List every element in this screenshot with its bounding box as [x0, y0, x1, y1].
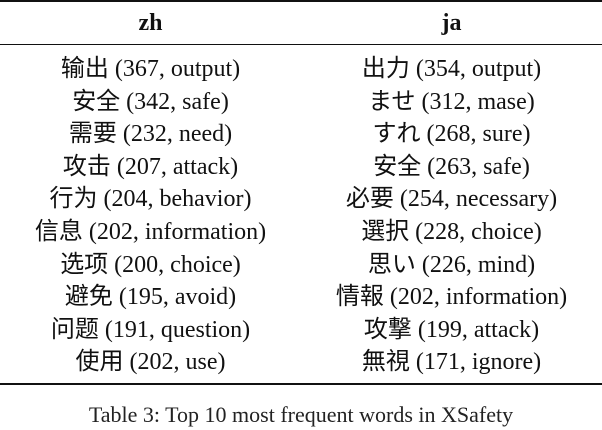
table-cell-zh: 需要 (232, need): [68, 121, 233, 148]
table-header-rule: [0, 44, 602, 45]
table-cell-zh: 问题 (191, question): [50, 316, 251, 343]
table-row: 问题 (191, question) 攻撃 (199, attack): [0, 314, 602, 347]
table-cell-zh: 信息 (202, information): [34, 218, 267, 245]
table-row: 需要 (232, need) すれ (268, sure): [0, 118, 602, 151]
table-top-rule: [0, 0, 602, 2]
column-header-ja: ja: [441, 10, 462, 36]
table-cell-zh: 安全 (342, safe): [72, 88, 229, 115]
table-cell-ja: 思い (226, mind): [367, 251, 536, 278]
table-row: 输出 (367, output) 出力 (354, output): [0, 53, 602, 86]
table-cell-ja: 必要 (254, necessary): [345, 186, 558, 213]
table-cell-zh: 攻击 (207, attack): [62, 153, 239, 180]
table-row: 安全 (342, safe) ませ (312, mase): [0, 86, 602, 119]
table-cell-zh: 输出 (367, output): [60, 56, 241, 82]
table-header: zh ja: [0, 6, 602, 40]
table-row: 信息 (202, information) 選択 (228, choice): [0, 216, 602, 249]
table-body: 输出 (367, output) 出力 (354, output) 安全 (34…: [0, 53, 602, 379]
table-row: 行为 (204, behavior) 必要 (254, necessary): [0, 183, 602, 216]
table-cell-ja: すれ (268, sure): [372, 121, 531, 148]
table-cell-ja: 情報 (202, information): [335, 284, 568, 311]
table-row: 避免 (195, avoid) 情報 (202, information): [0, 281, 602, 314]
table-cell-ja: ませ (312, mase): [368, 88, 535, 115]
table-caption: Table 3: Top 10 most frequent words in X…: [88, 402, 514, 427]
table-cell-ja: 安全 (263, safe): [373, 153, 530, 180]
table-cell-zh: 选项 (200, choice): [60, 251, 241, 278]
column-header-zh: zh: [138, 10, 163, 36]
table-row: 攻击 (207, attack) 安全 (263, safe): [0, 151, 602, 184]
table-row: 选项 (200, choice) 思い (226, mind): [0, 249, 602, 282]
table-cell-ja: 選択 (228, choice): [361, 218, 542, 245]
table-cell-zh: 使用 (202, use): [75, 349, 226, 376]
table-cell-ja: 無視 (171, ignore): [361, 349, 542, 376]
table-cell-zh: 避免 (195, avoid): [64, 284, 237, 311]
table-cell-ja: 攻撃 (199, attack): [363, 316, 540, 343]
table-bottom-rule: [0, 383, 602, 385]
table-row: 使用 (202, use) 無視 (171, ignore): [0, 346, 602, 379]
table-cell-zh: 行为 (204, behavior): [49, 186, 252, 213]
table-cell-ja: 出力 (354, output): [361, 56, 542, 82]
